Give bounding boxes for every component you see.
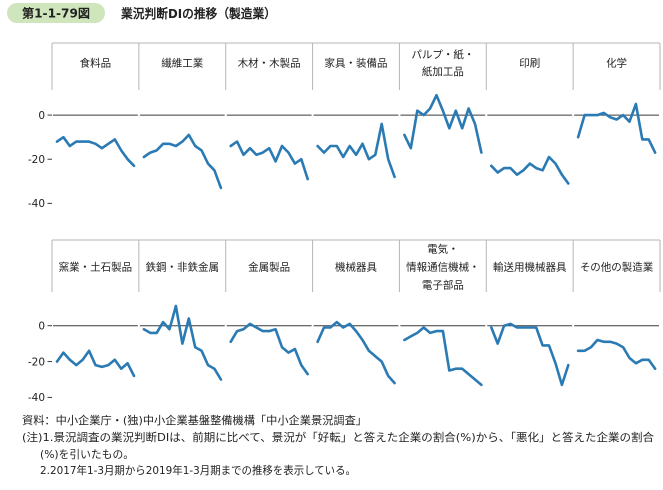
panel-row2-col3: 金属製品 [226, 261, 312, 376]
figure-header: 第1-1-79図 業況判断DIの推移（製造業） [7, 3, 276, 23]
series-line [403, 93, 483, 154]
series-line [229, 322, 309, 376]
panel-row2-col7: その他の製造業 [574, 261, 659, 370]
panel-title: 情報通信機械・ [406, 261, 480, 274]
panel-title: その他の製造業 [580, 261, 654, 274]
y-tick-label: 0 [38, 110, 45, 122]
series-line [229, 140, 309, 181]
footnotes: 資料：中小企業庁・(独)中小企業基盤整備機構「中小企業景況調査」 (注)1.景況… [22, 413, 654, 477]
series-line [55, 349, 136, 378]
panel-row2-col6: 輸送用機械器具 [487, 261, 573, 387]
source-note: 資料：中小企業庁・(独)中小企業基盤整備機構「中小企業景況調査」 [22, 413, 367, 427]
figure-number: 第1-1-79図 [22, 6, 90, 21]
panel-row2-col2: 鉄鋼・非鉄金属 [139, 261, 225, 381]
panel-title: 繊維工業 [161, 57, 203, 70]
note-1-line-1: (注)1.景況調査の業況判断DIは、前期に比べて、景況が「好転」と答えた企業の割… [22, 430, 654, 444]
series-line [316, 122, 396, 179]
panel-title: 金属製品 [248, 261, 290, 274]
note-2: 2.2017年1-3月期から2019年1-3月期までの推移を表示している。 [40, 463, 356, 477]
panel-row-2: 0 -20 -40 窯業・土石製品 鉄鋼・非鉄金属 金属製品 機械器具 電気・情報通信機械・電… [28, 239, 661, 404]
panel-row1-col6: 印刷 [487, 57, 573, 185]
note-1-line-2: (%)を引いたもの。 [40, 447, 134, 461]
y-tick-label: -40 [28, 392, 45, 404]
series-line [316, 320, 396, 385]
figure-number-tag [7, 3, 105, 23]
panel-title: 鉄鋼・非鉄金属 [146, 261, 220, 274]
figure-title: 業況判断DIの推移（製造業） [120, 6, 276, 21]
panel-row2-col5: 電気・情報通信機械・電子部品 [400, 243, 486, 387]
panel-title: パルプ・紙・ [411, 48, 474, 61]
series-line [142, 133, 223, 190]
series-line [490, 155, 570, 185]
panel-title: 食料品 [80, 57, 112, 70]
series-line [490, 322, 570, 387]
panel-title: 窯業・土石製品 [59, 261, 133, 274]
panel-title: 機械器具 [335, 261, 377, 274]
panel-title: 紙加工品 [422, 65, 464, 78]
y-tick-label: -20 [28, 154, 45, 166]
panel-title: 家具・装備品 [325, 57, 388, 70]
panel-row2-col1: 窯業・土石製品 [53, 261, 138, 378]
panel-title: 輸送用機械器具 [493, 261, 567, 274]
series-line [403, 326, 483, 387]
panel-row1-col4: 家具・装備品 [313, 57, 399, 179]
panel-title: 電子部品 [422, 279, 464, 292]
panel-row1-col1: 食料品 [53, 57, 138, 168]
panel-title: 印刷 [519, 57, 540, 70]
y-tick-label: -20 [28, 356, 45, 368]
panel-title: 電気・ [427, 243, 459, 256]
panel-row1-col2: 繊維工業 [139, 57, 225, 190]
panel-title: 木材・木製品 [238, 57, 301, 70]
series-line [576, 338, 657, 370]
series-line [142, 304, 223, 381]
panel-row1-col7: 化学 [574, 57, 659, 154]
y-tick-label: 0 [38, 320, 45, 332]
series-line [576, 102, 657, 154]
panel-title: 化学 [606, 57, 627, 70]
y-tick-label: -40 [28, 198, 45, 210]
panel-row1-col3: 木材・木製品 [226, 57, 312, 181]
panel-row2-col4: 機械器具 [313, 261, 399, 385]
panel-row1-col5: パルプ・紙・紙加工品 [400, 48, 486, 154]
series-line [55, 135, 136, 168]
